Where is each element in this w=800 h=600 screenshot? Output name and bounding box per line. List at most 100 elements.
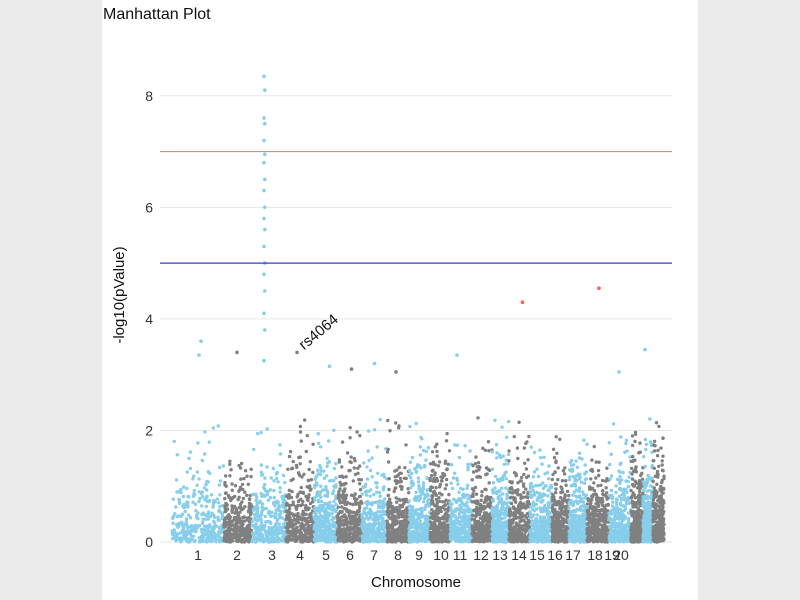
data-point xyxy=(546,477,551,481)
data-point xyxy=(252,512,256,516)
data-point xyxy=(428,462,433,466)
data-point xyxy=(522,446,526,450)
data-point xyxy=(209,493,214,497)
data-point xyxy=(201,535,205,539)
data-point xyxy=(444,483,449,487)
data-point xyxy=(434,497,439,502)
data-point xyxy=(367,523,372,527)
data-point xyxy=(546,537,550,541)
data-point xyxy=(416,476,421,480)
data-point xyxy=(240,530,244,534)
data-point xyxy=(268,496,273,500)
data-point xyxy=(446,539,450,544)
data-point xyxy=(465,532,469,537)
data-point xyxy=(264,506,268,511)
data-point xyxy=(267,509,271,513)
data-point xyxy=(222,535,227,540)
data-point xyxy=(534,483,538,488)
data-point xyxy=(362,461,366,465)
data-point xyxy=(532,513,536,517)
data-point xyxy=(552,455,557,460)
data-point xyxy=(339,483,343,487)
data-point xyxy=(432,538,436,543)
data-point xyxy=(426,497,431,501)
data-point xyxy=(182,502,186,506)
data-point xyxy=(291,524,295,528)
data-point xyxy=(290,512,294,516)
data-point xyxy=(274,511,278,515)
data-point xyxy=(490,449,495,454)
data-point xyxy=(331,491,335,496)
data-point xyxy=(231,539,235,543)
data-point xyxy=(538,538,542,542)
data-point xyxy=(457,455,462,460)
data-point xyxy=(528,482,533,487)
data-point xyxy=(337,460,341,464)
data-point xyxy=(298,424,303,429)
data-point xyxy=(402,476,407,480)
data-point xyxy=(372,428,377,432)
data-point xyxy=(227,524,231,529)
data-point xyxy=(201,520,205,525)
data-point xyxy=(300,521,304,525)
data-point xyxy=(500,425,504,429)
data-point xyxy=(392,489,396,494)
data-point xyxy=(422,500,426,504)
data-point xyxy=(212,524,216,529)
data-point xyxy=(171,536,175,541)
data-point xyxy=(275,539,279,544)
data-point xyxy=(439,509,443,514)
data-point xyxy=(435,454,439,458)
data-point xyxy=(378,506,383,510)
data-point xyxy=(497,479,502,483)
data-point xyxy=(322,476,326,480)
data-point xyxy=(306,495,311,499)
data-point xyxy=(494,443,499,447)
data-point xyxy=(403,466,407,470)
data-point xyxy=(370,475,374,479)
data-point xyxy=(458,503,462,507)
data-point xyxy=(241,533,245,537)
data-point xyxy=(434,512,438,517)
data-point xyxy=(493,418,497,422)
data-point xyxy=(434,493,438,497)
data-point xyxy=(207,440,211,444)
data-point xyxy=(555,451,559,455)
data-point xyxy=(216,515,220,519)
data-point xyxy=(405,511,409,515)
data-point xyxy=(250,538,255,542)
data-point xyxy=(299,439,303,443)
data-point xyxy=(538,448,542,452)
data-point xyxy=(424,525,428,529)
data-point xyxy=(486,440,491,444)
data-point xyxy=(353,459,357,463)
data-point xyxy=(514,535,519,540)
data-point xyxy=(495,456,499,460)
data-point xyxy=(288,538,292,542)
data-point xyxy=(419,506,424,511)
data-point xyxy=(216,530,221,534)
data-point xyxy=(560,501,565,506)
data-point xyxy=(186,503,190,508)
data-point xyxy=(414,470,418,474)
data-point xyxy=(521,502,526,506)
data-point xyxy=(452,497,456,501)
data-point xyxy=(298,533,302,537)
data-point xyxy=(484,472,488,477)
data-point xyxy=(375,513,379,518)
data-point xyxy=(424,528,428,533)
data-point xyxy=(278,512,283,516)
data-point xyxy=(451,476,456,480)
data-point xyxy=(316,500,320,504)
data-point xyxy=(407,526,411,531)
data-point xyxy=(428,478,432,483)
data-point xyxy=(401,511,406,515)
data-point xyxy=(476,416,480,420)
data-point xyxy=(389,501,393,505)
data-point xyxy=(295,518,299,523)
data-point xyxy=(432,516,436,521)
data-point xyxy=(407,491,411,495)
data-point xyxy=(400,485,404,489)
data-point xyxy=(446,462,450,466)
data-point xyxy=(372,492,376,497)
